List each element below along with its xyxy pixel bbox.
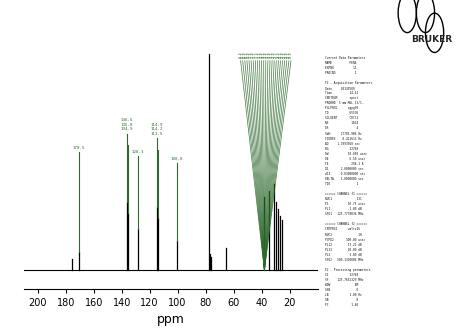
Text: 23.5: 23.5 <box>283 52 287 58</box>
Text: 32.5: 32.5 <box>270 52 274 58</box>
Text: 52.0: 52.0 <box>243 52 247 58</box>
Text: 37.0: 37.0 <box>264 52 268 58</box>
Text: 31.0: 31.0 <box>272 52 276 58</box>
Text: Current Data Parameters
NAME          PEN4
EXPNO           11
PROCNO           1: Current Data Parameters NAME PEN4 EXPNO … <box>325 56 373 307</box>
Text: 49.0: 49.0 <box>247 52 251 58</box>
Text: BRUKER: BRUKER <box>411 35 452 44</box>
Text: 53.5: 53.5 <box>241 52 245 58</box>
Text: 26.5: 26.5 <box>279 52 283 58</box>
Text: 43.0: 43.0 <box>255 52 259 58</box>
Text: 128.3: 128.3 <box>132 150 144 154</box>
Text: 100.8: 100.8 <box>170 157 183 161</box>
Text: 40.0: 40.0 <box>260 52 264 58</box>
Text: 22.0: 22.0 <box>285 52 289 58</box>
Text: 50.5: 50.5 <box>245 52 249 58</box>
Text: 47.5: 47.5 <box>249 52 253 58</box>
Text: 38.5: 38.5 <box>262 52 266 58</box>
Text: 55.0: 55.0 <box>238 52 243 58</box>
Text: 46.0: 46.0 <box>251 52 255 58</box>
Text: 25.0: 25.0 <box>281 52 284 58</box>
Text: 44.5: 44.5 <box>253 52 257 58</box>
Text: 136.5
135.8
134.9: 136.5 135.8 134.9 <box>120 118 133 132</box>
Text: 35.5: 35.5 <box>266 52 270 58</box>
Text: 19.0: 19.0 <box>289 52 293 58</box>
Text: 170.5: 170.5 <box>73 146 85 150</box>
Text: 114.9
114.2
113.5: 114.9 114.2 113.5 <box>151 123 163 136</box>
Text: 28.0: 28.0 <box>276 52 281 58</box>
X-axis label: ppm: ppm <box>157 313 184 326</box>
Text: 34.0: 34.0 <box>268 52 272 58</box>
Text: 20.5: 20.5 <box>287 52 291 58</box>
Text: 41.5: 41.5 <box>257 52 262 58</box>
Text: 29.5: 29.5 <box>274 52 278 58</box>
